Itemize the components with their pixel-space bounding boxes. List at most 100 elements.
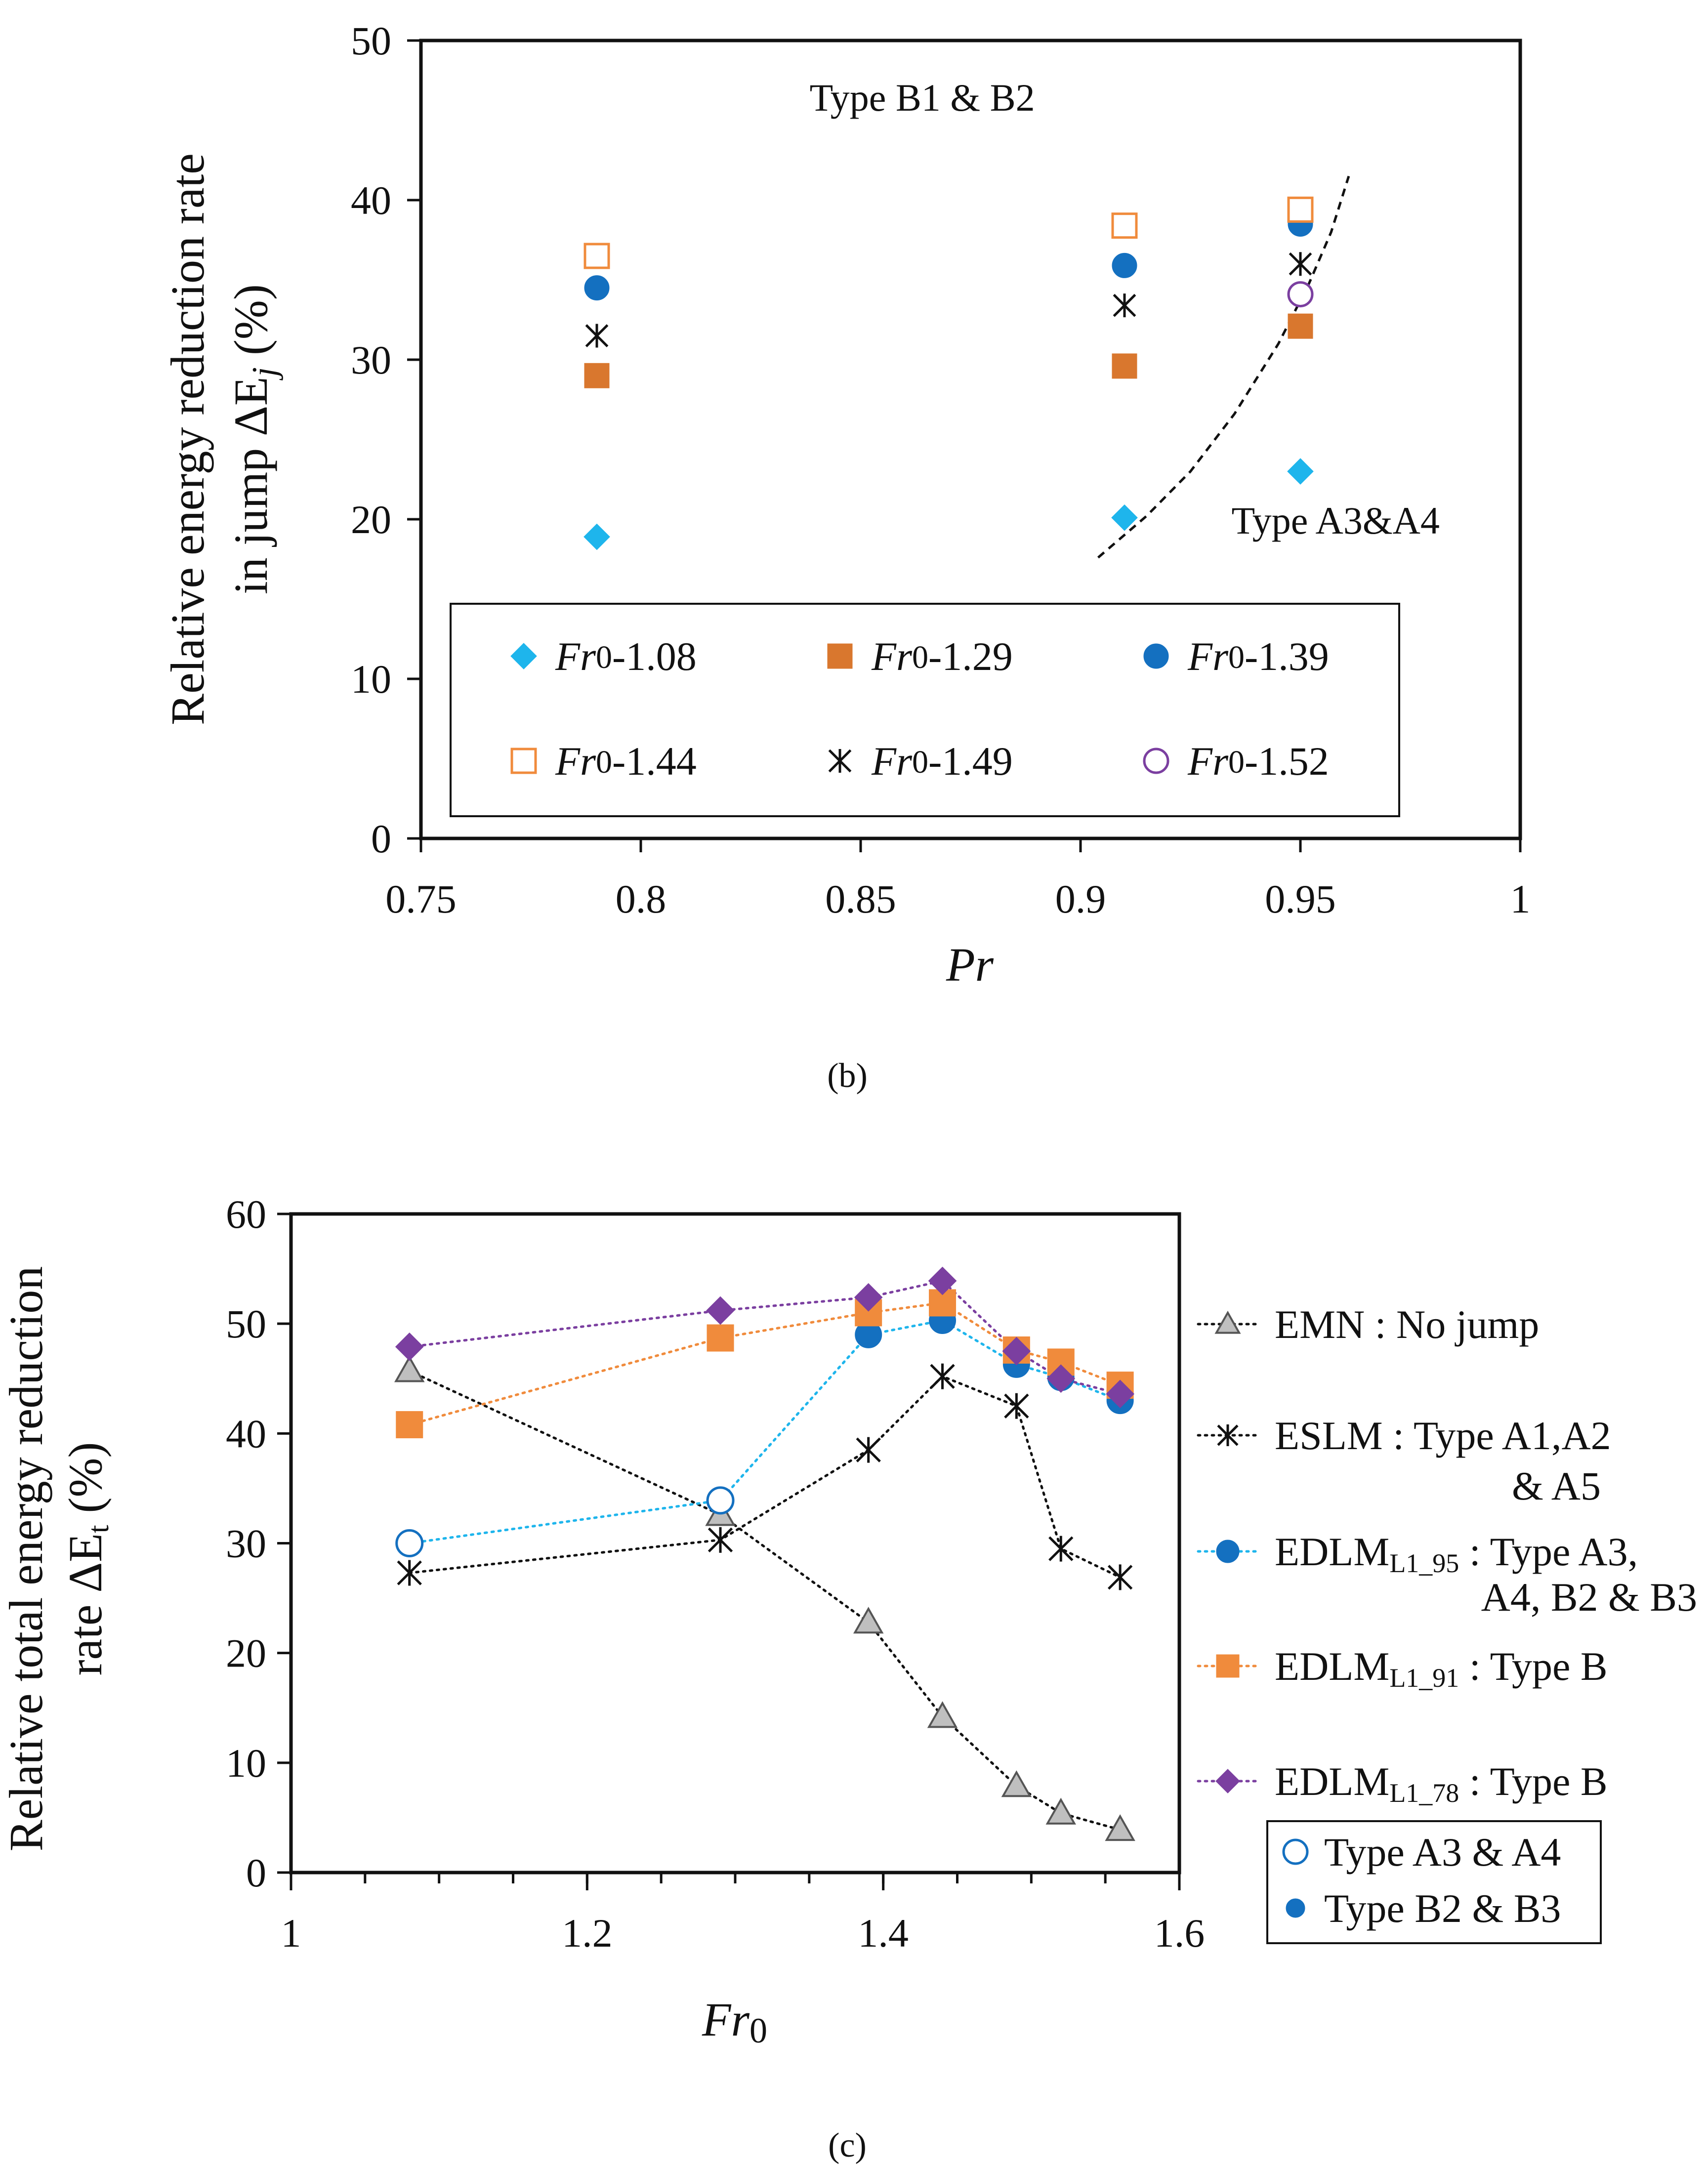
chart-b-point: [583, 523, 610, 550]
chart-b-point: [1287, 458, 1314, 485]
chart-c-point: [1046, 1364, 1076, 1393]
chart-c-legend-label-sub: L1_91: [1389, 1663, 1459, 1693]
chart-b-point-shape: [584, 275, 610, 301]
chart-b-ytick-label: 0: [371, 816, 391, 861]
chart-c-point-shape: [928, 1266, 957, 1295]
chart-c-legend-marker-shape: [1216, 1654, 1240, 1678]
chart-b-point-shape: [1112, 353, 1137, 379]
chart-c-point: [928, 1266, 957, 1295]
chart-c-boxed-legend: Type A3 & A4 Type B2 & B3: [1282, 1830, 1561, 1931]
chart-b-point-shape: [1112, 252, 1137, 278]
chart-b-point-shape: [1288, 313, 1313, 339]
chart-b-legend-label-sub: 0: [1228, 639, 1245, 675]
chart-c-legend-label: EMN : No jump: [1275, 1302, 1539, 1347]
chart-c-ytick-label: 40: [226, 1411, 266, 1456]
chart-c-point: [706, 1296, 735, 1325]
chart-c-point-shape: [396, 1411, 423, 1439]
chart-c-ytick-label: 10: [226, 1741, 266, 1786]
chart-b-legend-label-post: -1.44: [612, 739, 697, 784]
chart-b-legend-label-post: -1.52: [1245, 739, 1329, 784]
chart-b-legend-label-post: -1.49: [928, 739, 1013, 784]
chart-b-legend-marker-shape: [827, 643, 853, 669]
chart-c-series-line: [408, 1375, 1122, 1579]
chart-c-legend-marker-shape: [1216, 1540, 1240, 1563]
chart-c-point: [1106, 1379, 1134, 1409]
chart-b-point-shape: [1287, 458, 1314, 485]
chart-c-legend-marker-shape: [1215, 1769, 1240, 1793]
chart-c-point: [708, 1527, 733, 1553]
chart-b-xtick-label: 0.85: [825, 876, 896, 921]
chart-c-boxed-legend-marker-shape: [1282, 1838, 1309, 1865]
chart-c-legend-box: [1266, 1820, 1602, 1944]
chart-c-xtick-label: 1: [281, 1911, 301, 1956]
chart-b-point: [1289, 252, 1312, 276]
chart-c-legend-label: ESLM : Type A1,A2: [1275, 1413, 1611, 1458]
chart-c-point-shape: [707, 1324, 734, 1352]
chart-b-legend-marker: [827, 643, 853, 669]
chart-c-xtick-label: 1.2: [562, 1911, 613, 1956]
chart-b-legend-label: Fr0-1.49: [871, 739, 1013, 784]
chart-b-point: [1288, 313, 1313, 339]
chart-b-ytick-label: 50: [351, 18, 391, 63]
chart-c-series-line: [408, 1370, 1122, 1831]
chart-c-ylabel-line1: Relative total energy reduction: [0, 1266, 52, 1851]
chart-b-point: [1112, 353, 1137, 379]
chart-c-point: [927, 1701, 958, 1728]
chart-b-xtick-label: 0.75: [385, 876, 457, 921]
chart-c-point-shape: [395, 1332, 424, 1361]
chart-b-point: [1287, 196, 1314, 223]
chart-b-ytick-label: 30: [351, 337, 391, 382]
chart-b-legend-label-sub: 0: [912, 744, 928, 780]
chart-b-legend-label-sub: 0: [596, 744, 612, 780]
chart-c-point-shape: [1106, 1379, 1134, 1409]
chart-c-xlabel: Fr0: [702, 1993, 767, 2050]
chart-b-legend-marker: [510, 643, 537, 669]
chart-c-xtick-label: 1.4: [858, 1911, 909, 1956]
chart-c-point: [397, 1560, 422, 1586]
chart-c-point-shape: [854, 1283, 883, 1312]
chart-b-ylabel-line1: Relative energy reduction rate: [161, 153, 214, 725]
chart-c-boxed-legend-label: Type B2 & B3: [1324, 1886, 1561, 1931]
chart-c-legend-label: EDLML1_95 : Type A3,: [1275, 1529, 1638, 1578]
chart-c-ylabel-line2-main: rate ΔE: [59, 1533, 112, 1675]
chart-b-point-shape: [583, 523, 610, 550]
chart-b-legend-label-post: -1.39: [1245, 634, 1329, 679]
chart-b-ylabel-unit: (%): [224, 284, 277, 367]
chart-c-xtick-label: 1.6: [1154, 1911, 1205, 1956]
chart-c-point-shape: [394, 1355, 425, 1382]
chart-b-legend-label-sub: 0: [1228, 744, 1245, 780]
chart-c-xlabel-sub: 0: [750, 2011, 767, 2050]
chart-b-boundary-curve: [1097, 175, 1350, 559]
chart-b-xtick-label: 1: [1510, 876, 1531, 921]
chart-b-legend-marker-shape: [1143, 643, 1169, 669]
chart-b-point-shape: [584, 363, 610, 388]
chart-c-legend-marker: [1217, 1424, 1239, 1446]
chart-c-point-shape: [927, 1701, 958, 1728]
chart-b-point-shape: [1111, 504, 1138, 531]
chart-c-point: [1048, 1536, 1074, 1562]
chart-b-point-shape: [1287, 281, 1314, 308]
chart-c-boxed-legend-label: Type A3 & A4: [1324, 1830, 1561, 1875]
chart-b-xtick-label: 0.9: [1055, 876, 1106, 921]
chart-b-xtick-label: 0.8: [616, 876, 667, 921]
chart-b-legend-label-main: Fr: [555, 739, 596, 784]
chart-c-ytick-label: 60: [226, 1192, 266, 1237]
chart-c-boxed-legend-marker-shape: [1286, 1898, 1305, 1918]
chart-b-point-shape: [1111, 212, 1138, 239]
chart-c-ytick-label: 0: [246, 1850, 266, 1895]
chart-c-point: [394, 1355, 425, 1382]
figure-b-caption: (b): [827, 1057, 868, 1095]
chart-c-point-shape: [395, 1529, 424, 1557]
chart-c-point-shape: [1001, 1770, 1032, 1797]
chart-b-legend-label-main: Fr: [1187, 739, 1229, 784]
chart-b-legend-label-post: -1.08: [612, 634, 697, 679]
chart-c-point: [854, 1283, 883, 1312]
chart-c-legend-label-cont: A4, B2 & B3: [1481, 1575, 1697, 1620]
chart-c-legend-marker-shape: [1214, 1310, 1241, 1334]
chart-b-legend-label-main: Fr: [1187, 634, 1229, 679]
chart-c-ytick-label: 50: [226, 1301, 266, 1346]
chart-c-legend-label-sub: L1_78: [1389, 1778, 1459, 1808]
chart-b-legend-label-main: Fr: [871, 634, 913, 679]
chart-b-legend-marker: [828, 749, 852, 773]
